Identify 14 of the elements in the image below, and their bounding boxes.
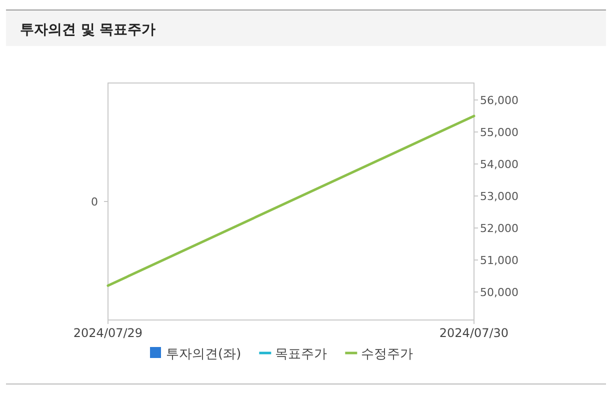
y2-tick-label: 53,000 xyxy=(480,190,518,203)
y2-tick-label: 50,000 xyxy=(480,286,518,299)
y2-tick-label: 55,000 xyxy=(480,126,518,139)
y2-tick-label: 52,000 xyxy=(480,222,518,235)
legend-label: 투자의견(좌) xyxy=(166,347,242,362)
x-tick-label: 2024/07/29 xyxy=(73,326,143,340)
chart-title: 투자의견 및 목표주가 xyxy=(20,22,156,38)
y2-tick-label: 51,000 xyxy=(480,254,518,267)
text: 0 xyxy=(91,196,98,208)
legend-label: 수정주가 xyxy=(361,347,414,362)
y2-tick-label: 54,000 xyxy=(480,158,518,171)
legend-label: 목표주가 xyxy=(275,347,328,362)
x-tick-label: 2024/07/30 xyxy=(439,326,509,340)
y2-tick-label: 56,000 xyxy=(480,94,518,107)
